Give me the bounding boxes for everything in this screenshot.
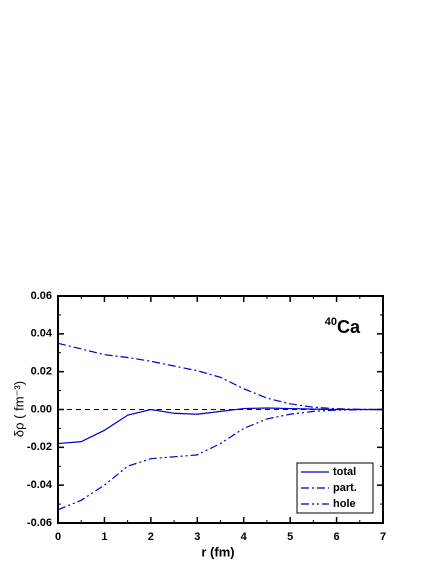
y-tick-label: 0.06	[31, 290, 52, 302]
x-tick-label: 4	[241, 531, 248, 543]
legend-box	[296, 462, 374, 514]
y-tick-label: -0.02	[27, 441, 52, 453]
legend-label: total	[333, 466, 356, 478]
legend-label: hole	[333, 498, 356, 510]
y-tick-label: 0.04	[31, 328, 53, 340]
y-tick-label: 0.00	[31, 403, 52, 415]
annotation-symbol: Ca	[337, 317, 361, 337]
x-tick-label: 1	[101, 531, 107, 543]
y-axis-label: δρ ( fm⁻³)	[11, 381, 26, 437]
x-tick-label: 3	[194, 531, 200, 543]
y-tick-label: -0.06	[27, 517, 52, 529]
y-tick-label: 0.02	[31, 366, 52, 378]
y-tick-label: -0.04	[27, 479, 53, 491]
x-tick-label: 5	[287, 531, 293, 543]
x-tick-label: 2	[148, 531, 154, 543]
series-line	[57, 407, 383, 445]
annotation: 40Ca	[325, 316, 361, 337]
series-line	[57, 408, 384, 511]
annotation-mass: 40	[325, 316, 337, 328]
series-line	[57, 342, 384, 411]
legend-label: part.	[333, 482, 357, 494]
x-axis-label: r (fm)	[201, 544, 234, 559]
x-tick-label: 0	[55, 531, 61, 543]
x-tick-label: 7	[380, 531, 386, 543]
x-tick-label: 6	[334, 531, 340, 543]
